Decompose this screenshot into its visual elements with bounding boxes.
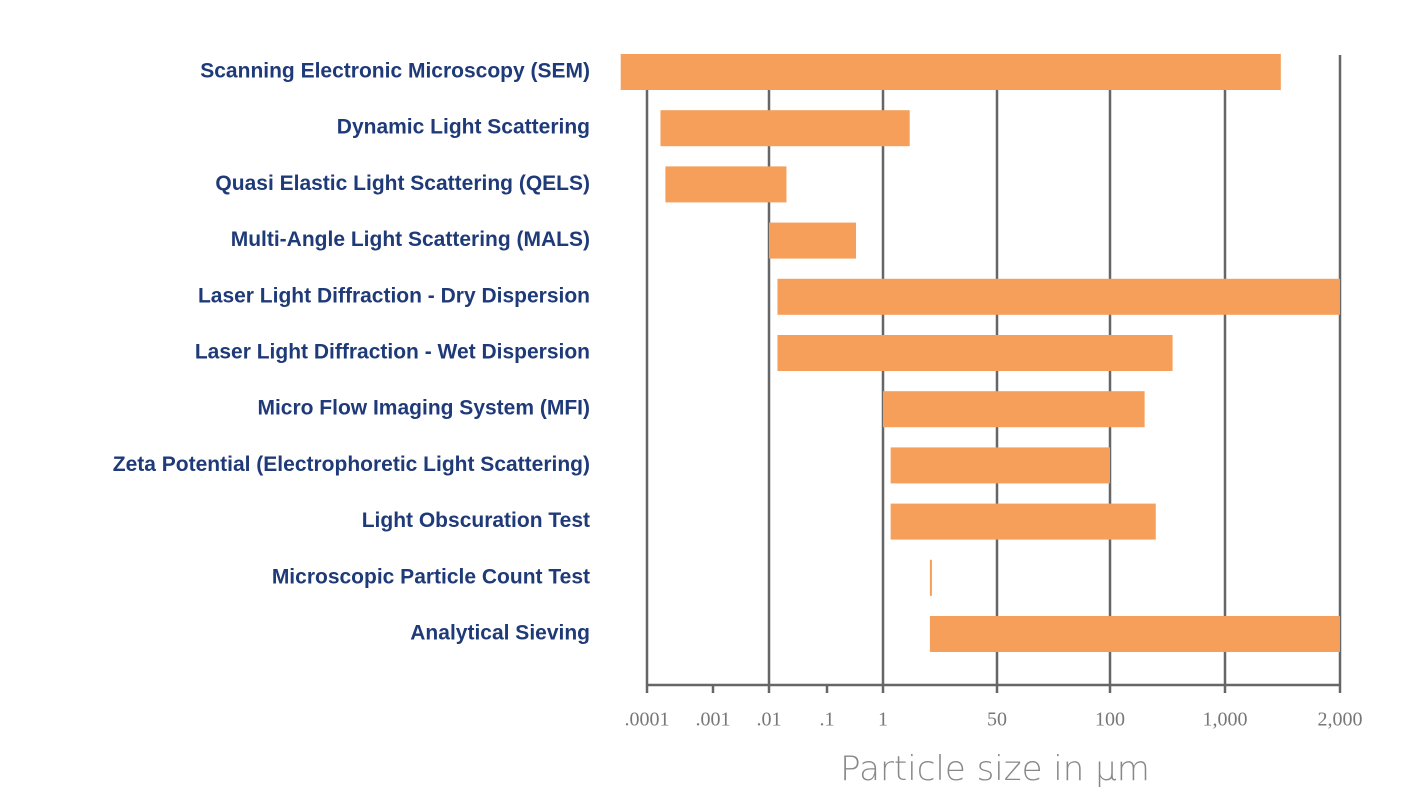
category-label: Quasi Elastic Light Scattering (QELS) <box>215 172 590 195</box>
x-axis-title: Particle size in µm <box>840 749 1150 789</box>
bar <box>890 503 1156 540</box>
category-label: Light Obscuration Test <box>362 509 590 532</box>
bar <box>660 110 910 147</box>
category-label: Laser Light Diffraction - Dry Dispersion <box>198 284 590 307</box>
bar <box>777 278 1340 315</box>
category-label: Microscopic Particle Count Test <box>272 565 590 588</box>
bar <box>769 222 857 259</box>
x-tick-label: 100 <box>1095 709 1125 731</box>
x-tick-label: .0001 <box>625 709 670 731</box>
category-label: Micro Flow Imaging System (MFI) <box>257 397 590 420</box>
bar <box>929 616 1340 652</box>
bar <box>777 335 1173 371</box>
bar <box>890 447 1110 484</box>
bar <box>929 559 932 596</box>
category-label: Multi-Angle Light Scattering (MALS) <box>231 228 590 251</box>
bar <box>620 54 1281 90</box>
x-tick-label: 2,000 <box>1318 709 1363 731</box>
x-tick-label: .001 <box>696 709 731 731</box>
bar <box>883 391 1145 428</box>
category-label: Laser Light Diffraction - Wet Dispersion <box>195 341 590 364</box>
category-label: Dynamic Light Scattering <box>337 116 590 139</box>
x-tick-label: .01 <box>757 709 782 731</box>
category-label: Analytical Sieving <box>410 622 590 645</box>
category-label: Zeta Potential (Electrophoretic Light Sc… <box>113 453 590 476</box>
bar <box>665 166 787 203</box>
x-tick-label: 1 <box>878 709 888 731</box>
x-tick-label: 50 <box>987 709 1007 731</box>
x-tick-label: .1 <box>820 709 835 731</box>
category-label: Scanning Electronic Microscopy (SEM) <box>200 60 590 83</box>
x-tick-label: 1,000 <box>1203 709 1248 731</box>
